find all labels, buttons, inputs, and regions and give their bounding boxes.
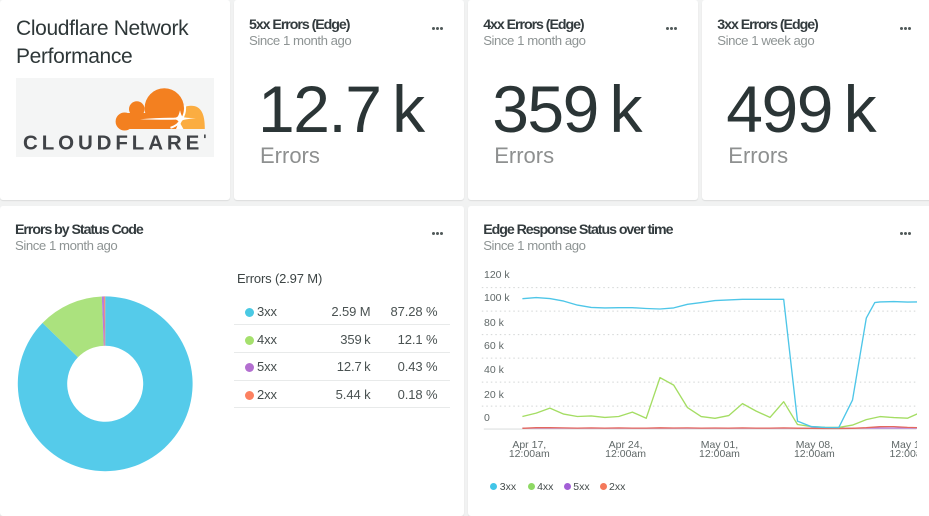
svg-text:CLOUDFLARE: CLOUDFLARE (23, 132, 203, 155)
